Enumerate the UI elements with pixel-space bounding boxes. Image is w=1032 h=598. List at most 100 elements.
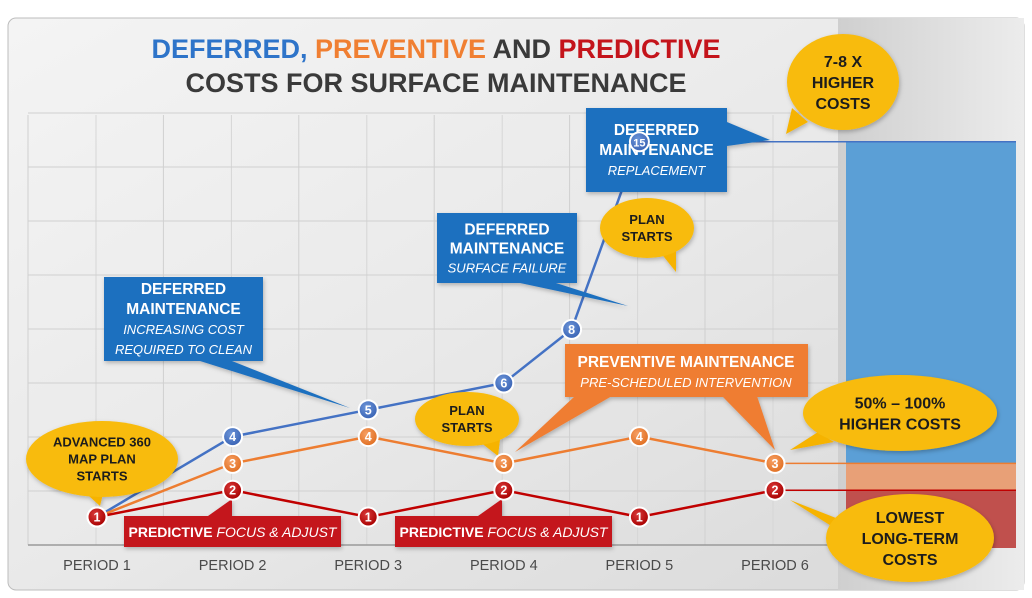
bubble-text: MAP PLAN: [68, 452, 136, 467]
data-point-predictive: 2: [222, 479, 244, 501]
data-label-predictive: 1: [636, 511, 643, 525]
callout-box: [565, 344, 808, 397]
x-axis: PERIOD 1 PERIOD 2 PERIOD 3 PERIOD 4 PERIOD 5…: [63, 558, 809, 574]
chart-title-line2: COSTS FOR SURFACE MAINTENANCE: [185, 68, 686, 98]
callout-subtitle: SURFACE FAILURE: [448, 261, 567, 276]
callout-deferred-replacement: DEFERRED MAINTENANCE REPLACEMENT: [586, 108, 770, 192]
bubble-shape: [415, 392, 519, 446]
point-fill: [495, 454, 513, 472]
data-label-predictive: 2: [500, 484, 507, 498]
series-lines: [96, 141, 1016, 519]
point-fill: [495, 481, 513, 499]
point-fill: [563, 320, 581, 338]
point-fill: [88, 508, 106, 526]
callout-title: MAINTENANCE: [450, 241, 565, 258]
point-fill: [495, 374, 513, 392]
chart-title-line1: DEFERRED, PREVENTIVE AND PREDICTIVE: [151, 34, 720, 64]
data-label-deferred: 15: [633, 137, 645, 149]
callout-title: DEFERRED: [464, 222, 549, 239]
bubble-text: 50% – 100%: [855, 395, 946, 412]
data-label-predictive: 1: [94, 511, 101, 525]
callout-title: DEFERRED: [614, 122, 699, 139]
x-tick-label: PERIOD 1: [63, 558, 131, 574]
callout-pointer: [200, 361, 350, 408]
data-label-deferred: 4: [229, 430, 236, 444]
callout-box: [104, 277, 263, 361]
point-fill: [766, 481, 784, 499]
point-fill: [766, 454, 784, 472]
data-point-predictive: 1: [357, 506, 379, 528]
side-bars: [846, 141, 1016, 548]
data-point-predictive: 1: [86, 506, 108, 528]
callout-label: PREDICTIVE FOCUS & ADJUST: [400, 524, 609, 540]
title-part-3: PREDICTIVE: [559, 34, 721, 64]
bubble-shape: [787, 34, 899, 130]
data-points: 1456815134343121212: [86, 131, 786, 528]
callout-title: PREVENTIVE MAINTENANCE: [577, 354, 794, 371]
bubble-shape: [803, 375, 997, 451]
x-tick-label: PERIOD 3: [334, 558, 402, 574]
point-fill: [359, 401, 377, 419]
bubble-shape: [26, 421, 178, 497]
callout-pointer: [478, 499, 502, 516]
callout-box: [586, 108, 727, 192]
point-fill: [359, 428, 377, 446]
bubble-text: STARTS: [76, 469, 127, 484]
side-bar-preventive: [846, 463, 1016, 491]
bubble-higher50: 50% – 100% HIGHER COSTS: [790, 375, 997, 451]
data-point-deferred: 5: [357, 399, 379, 421]
bubble-text: COSTS: [882, 552, 937, 569]
callout-subtitle: PRE-SCHEDULED INTERVENTION: [580, 375, 792, 390]
data-point-predictive: 2: [764, 479, 786, 501]
callout-preventive: PREVENTIVE MAINTENANCE PRE-SCHEDULED INTE…: [515, 344, 808, 452]
x-tick-label: PERIOD 5: [606, 558, 674, 574]
callout-subtitle: REQUIRED TO CLEAN: [115, 342, 253, 357]
data-label-predictive: 2: [772, 484, 779, 498]
bubble-text: LONG-TERM: [862, 531, 959, 548]
bubble-pointer: [790, 432, 834, 450]
title-part-2: AND: [486, 34, 559, 64]
data-point-preventive: 4: [628, 426, 650, 448]
callout-predictive: PREDICTIVE FOCUS & ADJUST: [395, 499, 612, 547]
callout-deferred-failure: DEFERRED MAINTENANCE SURFACE FAILURE: [437, 213, 628, 306]
callout-box: [395, 516, 612, 547]
callout-pointer: [727, 122, 770, 146]
callout-title: MAINTENANCE: [126, 301, 241, 318]
data-label-preventive: 3: [229, 457, 236, 471]
bubble-lowest: LOWEST LONG-TERM COSTS: [790, 494, 994, 582]
bubble-pointer: [786, 108, 808, 134]
series-line-deferred: [96, 141, 641, 519]
callout-box: [437, 213, 577, 283]
callout-label-bold: PREDICTIVE: [129, 524, 213, 540]
bubble-text: HIGHER: [812, 75, 875, 92]
callouts: DEFERRED MAINTENANCE INCREASING COST REQUIR…: [26, 34, 997, 582]
callout-deferred-clean: DEFERRED MAINTENANCE INCREASING COST REQUIR…: [104, 277, 350, 408]
callout-predictive: PREDICTIVE FOCUS & ADJUST: [124, 499, 341, 547]
point-fill: [224, 454, 242, 472]
bubble-text: 7-8 X: [824, 54, 863, 71]
data-point-deferred: 6: [493, 372, 515, 394]
callout-pointer: [208, 499, 232, 516]
bubble-plan1: PLAN STARTS: [415, 392, 519, 456]
point-fill: [630, 508, 648, 526]
x-tick-label: PERIOD 6: [741, 558, 809, 574]
bubble-text: HIGHER COSTS: [839, 416, 961, 433]
callout-label-italic: FOCUS & ADJUST: [213, 524, 338, 540]
data-label-preventive: 4: [636, 430, 643, 444]
series-line-preventive: [96, 435, 776, 519]
data-point-preventive: 4: [357, 426, 379, 448]
callout-title: DEFERRED: [141, 281, 226, 298]
bubble-text: STARTS: [621, 229, 672, 244]
callout-label: PREDICTIVE FOCUS & ADJUST: [129, 524, 338, 540]
point-fill: [224, 428, 242, 446]
bubble-text: PLAN: [449, 403, 484, 418]
callout-pointer: [515, 396, 612, 452]
bubble-advanced: ADVANCED 360 MAP PLAN STARTS: [26, 421, 178, 506]
data-label-preventive: 4: [365, 430, 372, 444]
title-part-1: PREVENTIVE: [307, 34, 486, 64]
data-point-preventive: 3: [222, 452, 244, 474]
bubble-text: COSTS: [815, 96, 870, 113]
data-label-preventive: 3: [500, 457, 507, 471]
x-tick-label: PERIOD 2: [199, 558, 267, 574]
